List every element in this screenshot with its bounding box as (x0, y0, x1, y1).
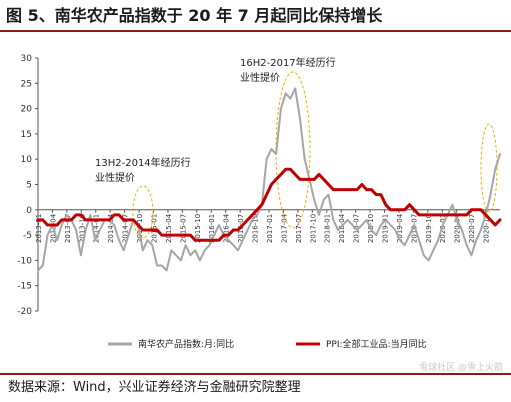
annotation-oval-2014 (132, 185, 154, 239)
x-tick-label: 2015-04 (165, 213, 173, 243)
annotation-oval-2017 (275, 71, 311, 229)
x-tick-label: 2014-01 (93, 214, 101, 243)
y-tick-label: 15 (21, 130, 32, 140)
x-tick-label: 2020-04 (454, 213, 462, 243)
x-tick-label: 2016-01 (208, 214, 216, 243)
x-tick-label: 2015-07 (179, 214, 187, 243)
x-tick-label: 2016-10 (252, 214, 260, 243)
x-tick-label: 2013-01 (35, 214, 43, 243)
y-tick-label: -10 (17, 256, 32, 266)
y-tick-label: -15 (17, 282, 32, 292)
annotation-label-line2: 业性提价 (240, 71, 280, 84)
x-tick-label: 2017-07 (295, 214, 303, 243)
y-tick-label: 0 (26, 206, 32, 216)
title-rule (0, 30, 511, 32)
x-tick-label: 2018-04 (338, 213, 346, 243)
annotation-label-line1: 13H2-2014年经历行 (95, 156, 191, 169)
annotation-oval-2020 (480, 123, 498, 213)
x-tick-label: 2020-01 (439, 214, 447, 243)
x-tick-label: 2015-10 (194, 214, 202, 243)
x-tick-label: 2017-01 (266, 214, 274, 243)
y-tick-label: -20 (17, 307, 32, 317)
y-tick-label: 20 (21, 105, 33, 115)
annotation-label-line1: 16H2-2017年经历行 (240, 56, 336, 69)
x-tick-label: 2020-07 (468, 214, 476, 243)
chart-legend: 南华农产品指数:月:同比 PPI:全部工业品:当月同比 (108, 338, 427, 350)
y-tick-label: 30 (21, 54, 33, 64)
x-tick-label: 2018-01 (324, 214, 332, 243)
x-tick-label: 2015-01 (151, 214, 159, 243)
series-line-1 (37, 87, 501, 272)
source-note: 数据来源：Wind，兴业证券经济与金融研究院整理 (8, 380, 301, 395)
x-tick-label: 2013-07 (64, 214, 72, 243)
y-tick-label: 25 (21, 79, 32, 89)
x-tick-label: 2014-04 (107, 213, 115, 243)
x-tick-label: 2013-10 (78, 214, 86, 243)
x-tick-label: 2019-01 (382, 214, 390, 243)
watermark: 雪球社区 @雪上火箭 (419, 363, 503, 373)
y-tick-label: 5 (26, 181, 32, 191)
x-tick-label: 2016-04 (223, 213, 231, 243)
legend-label-1: 南华农产品指数:月:同比 (138, 338, 234, 350)
source-rule (0, 373, 511, 375)
annotation-label-line2: 业性提价 (95, 171, 135, 184)
y-tick-label: -5 (23, 231, 32, 241)
legend-label-2: PPI:全部工业品:当月同比 (326, 338, 427, 350)
x-tick-label: 2020-10 (483, 214, 491, 243)
series-line-2 (36, 167, 502, 242)
x-tick-label: 2019-10 (425, 214, 433, 243)
x-tick-label: 2019-04 (396, 213, 404, 243)
series-layer (36, 87, 502, 272)
x-tick-label: 2017-10 (309, 214, 317, 243)
x-tick-label: 2014-07 (122, 214, 130, 243)
annotation-ovals (132, 71, 498, 239)
x-tick-label: 2017-04 (280, 213, 288, 243)
figure-title: 图 5、南华农产品指数于 20 年 7 月起同比保持增长 (6, 6, 383, 25)
y-tick-label: 10 (21, 155, 33, 165)
